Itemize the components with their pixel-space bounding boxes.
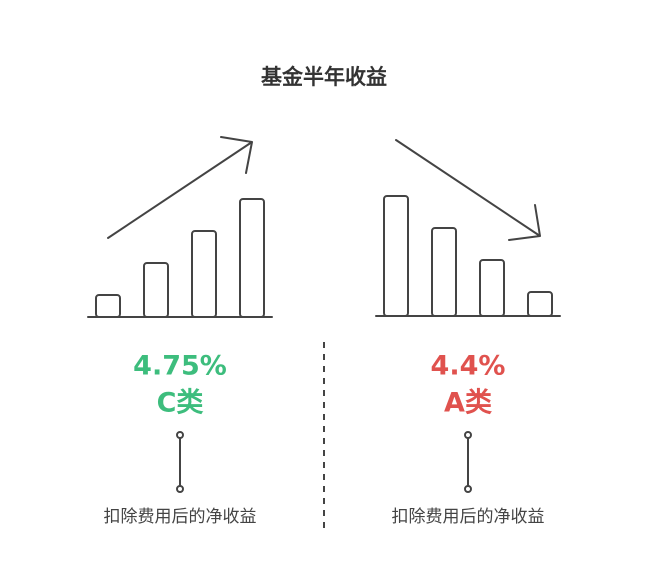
connector [464, 431, 472, 493]
value: 4.4% [431, 351, 506, 382]
rising-chart-icon [87, 136, 273, 318]
falling-chart-icon [375, 139, 561, 317]
title: 基金半年收益 [261, 65, 387, 89]
caption: 扣除费用后的净收益 [392, 507, 545, 527]
value: 4.75% [133, 351, 227, 382]
label: A类 [444, 388, 492, 419]
connector [176, 431, 184, 493]
label: C类 [157, 388, 204, 419]
caption: 扣除费用后的净收益 [104, 507, 257, 527]
